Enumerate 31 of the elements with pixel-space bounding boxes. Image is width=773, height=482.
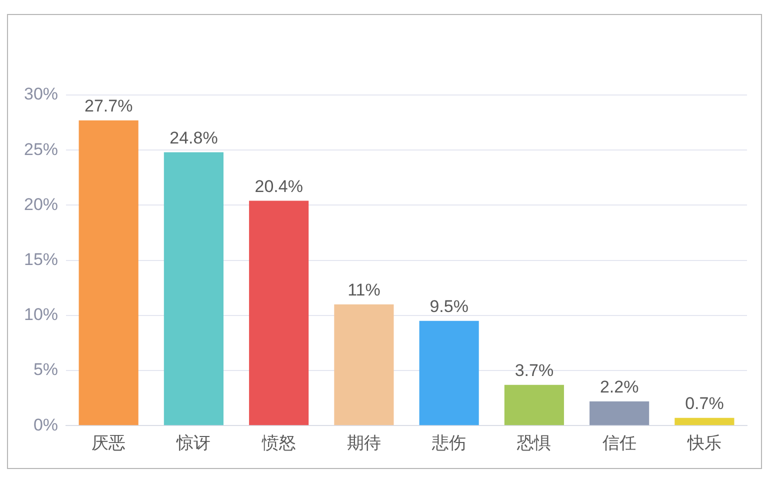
data-label: 27.7% [84, 96, 133, 116]
x-tick-label: 厌恶 [92, 433, 126, 452]
data-label: 11% [348, 280, 380, 300]
y-tick-label: 30% [24, 84, 58, 104]
y-tick-label: 20% [24, 194, 58, 214]
data-label: 24.8% [170, 128, 218, 148]
y-tick-label: 25% [24, 140, 58, 159]
data-label: 9.5% [430, 297, 468, 316]
y-tick-label: 5% [33, 360, 58, 380]
data-label: 20.4% [254, 176, 303, 196]
x-tick-label: 惊讶 [176, 433, 211, 452]
bar [674, 418, 734, 426]
bar [249, 200, 309, 426]
x-tick-label: 恐惧 [516, 433, 552, 452]
y-tick-label: 10% [24, 305, 58, 324]
y-tick-label: 15% [24, 250, 58, 269]
bar [78, 120, 138, 426]
bar [419, 320, 479, 426]
y-tick-label: 0% [33, 415, 58, 434]
x-tick-label: 快乐 [686, 433, 722, 452]
data-label: 2.2% [600, 378, 639, 397]
bar [334, 304, 394, 426]
bar [590, 401, 650, 426]
x-tick-label: 悲伤 [431, 433, 466, 452]
bar [504, 384, 564, 426]
x-tick-label: 愤怒 [260, 433, 296, 452]
x-tick-label: 信任 [602, 433, 636, 452]
x-tick-label: 期待 [346, 433, 381, 452]
data-label: 0.7% [685, 394, 724, 414]
bar [164, 152, 224, 426]
data-label: 3.7% [514, 361, 554, 380]
